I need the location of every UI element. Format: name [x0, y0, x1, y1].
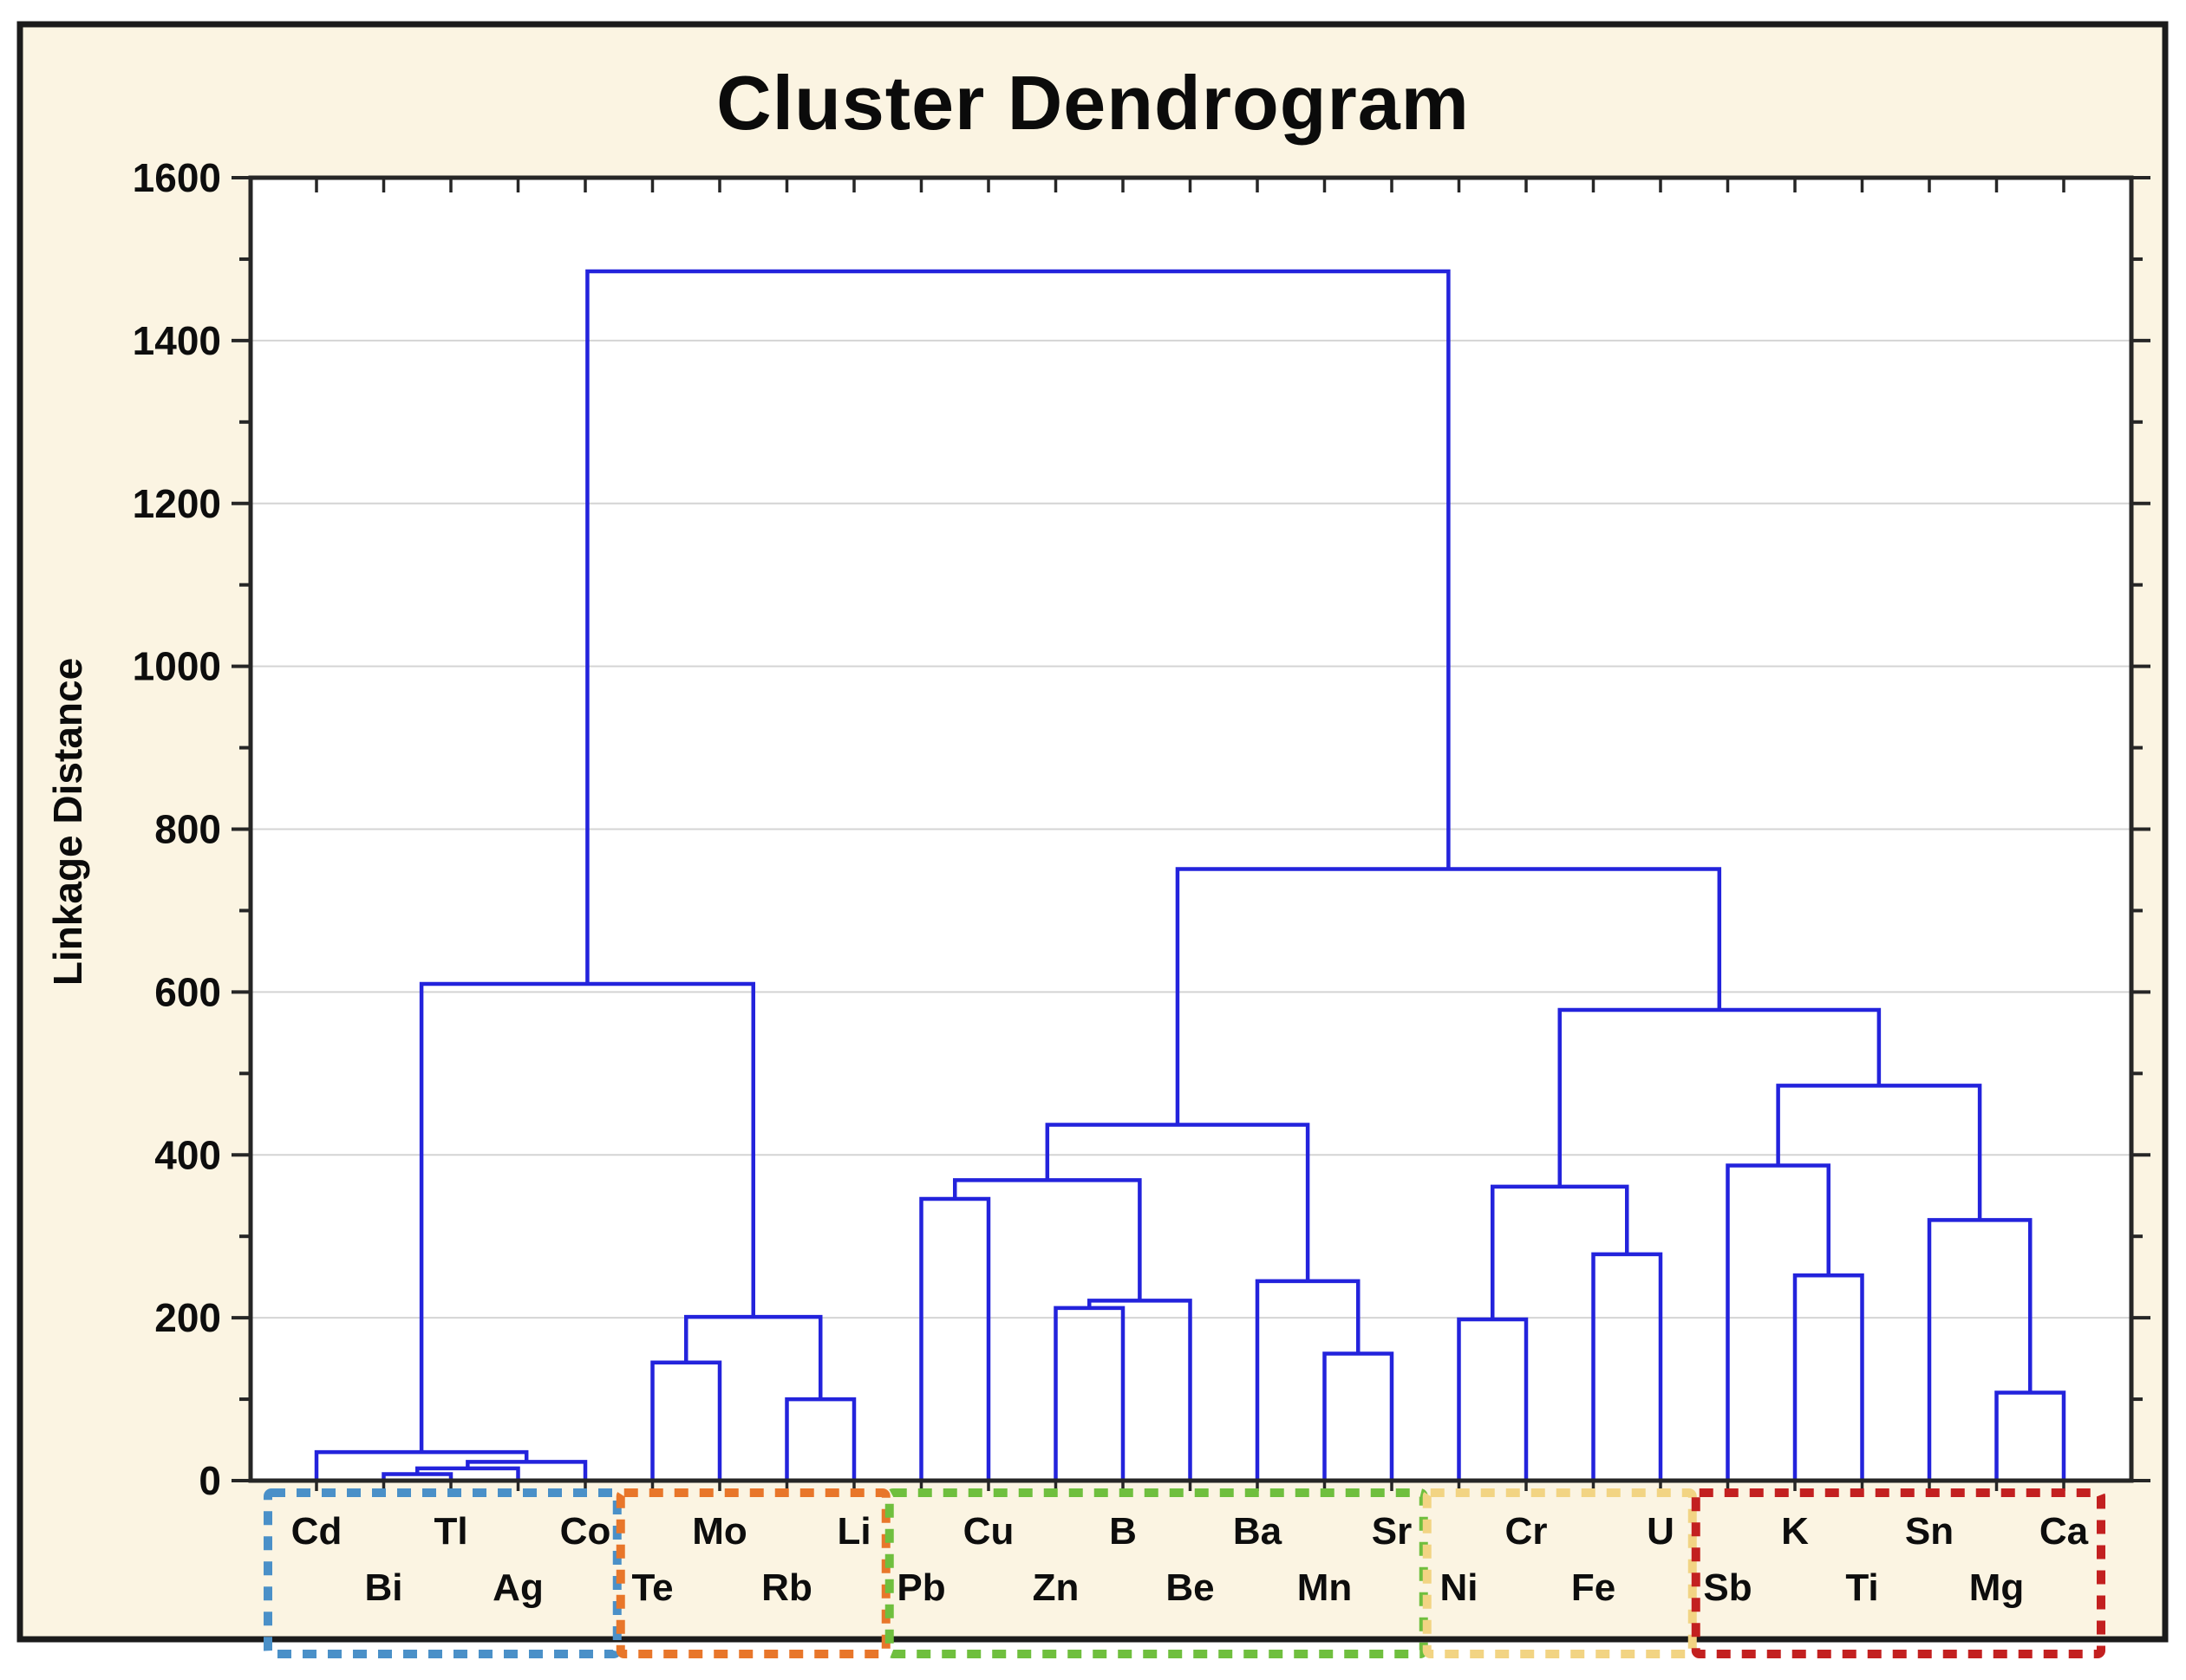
dendrogram-links	[314, 269, 2066, 1481]
leaf-label-Ag: Ag	[493, 1566, 544, 1609]
cluster-box-cluster-4	[1422, 1488, 1697, 1658]
leaf-label-Pb: Pb	[897, 1566, 945, 1609]
leaf-label-K: K	[1781, 1510, 1809, 1553]
y-tick-label-0: 0	[199, 1458, 221, 1503]
leaf-label-B: B	[1109, 1510, 1137, 1553]
leaf-label-Cr: Cr	[1505, 1510, 1548, 1553]
leaf-label-Rb: Rb	[761, 1566, 812, 1609]
leaf-label-Mn: Mn	[1297, 1566, 1353, 1609]
leaf-label-U: U	[1647, 1510, 1674, 1553]
leaf-label-Te: Te	[631, 1566, 673, 1609]
y-tick-label-1000: 1000	[133, 644, 221, 689]
cluster-box-cluster-2	[616, 1488, 891, 1658]
cluster-box-cluster-1	[264, 1488, 622, 1658]
leaf-label-Ba: Ba	[1233, 1510, 1282, 1553]
leaf-label-Sr: Sr	[1372, 1510, 1412, 1553]
cluster-box-cluster-5	[1691, 1488, 2105, 1658]
y-tick-label-1400: 1400	[133, 318, 221, 363]
leaf-label-Ni: Ni	[1440, 1566, 1478, 1609]
leaf-label-Li: Li	[837, 1510, 871, 1553]
leaf-label-Tl: Tl	[434, 1510, 467, 1553]
y-tick-label-600: 600	[154, 969, 221, 1014]
y-axis-label: Linkage Distance	[45, 657, 90, 987]
chart-title: Cluster Dendrogram	[716, 60, 1470, 146]
y-tick-label-800: 800	[154, 807, 221, 852]
leaf-label-Ca: Ca	[2039, 1510, 2089, 1553]
y-tick-label-400: 400	[154, 1132, 221, 1177]
leaf-label-Sb: Sb	[1703, 1566, 1752, 1609]
leaf-label-Mo: Mo	[692, 1510, 747, 1553]
leaf-label-Cu: Cu	[963, 1510, 1015, 1553]
leaf-label-Mg: Mg	[1969, 1566, 2025, 1609]
y-tick-label-1200: 1200	[133, 481, 221, 526]
leaf-label-Sn: Sn	[1905, 1510, 1954, 1553]
leaf-label-Ti: Ti	[1845, 1566, 1878, 1609]
leaf-label-Fe: Fe	[1571, 1566, 1615, 1609]
leaf-label-Be: Be	[1165, 1566, 1214, 1609]
y-tick-label-1600: 1600	[133, 155, 221, 200]
leaf-label-Co: Co	[560, 1510, 611, 1553]
leaf-label-Zn: Zn	[1033, 1566, 1080, 1609]
leaf-label-Cd: Cd	[291, 1510, 343, 1553]
y-tick-label-200: 200	[154, 1295, 221, 1340]
leaf-label-Bi: Bi	[365, 1566, 403, 1609]
